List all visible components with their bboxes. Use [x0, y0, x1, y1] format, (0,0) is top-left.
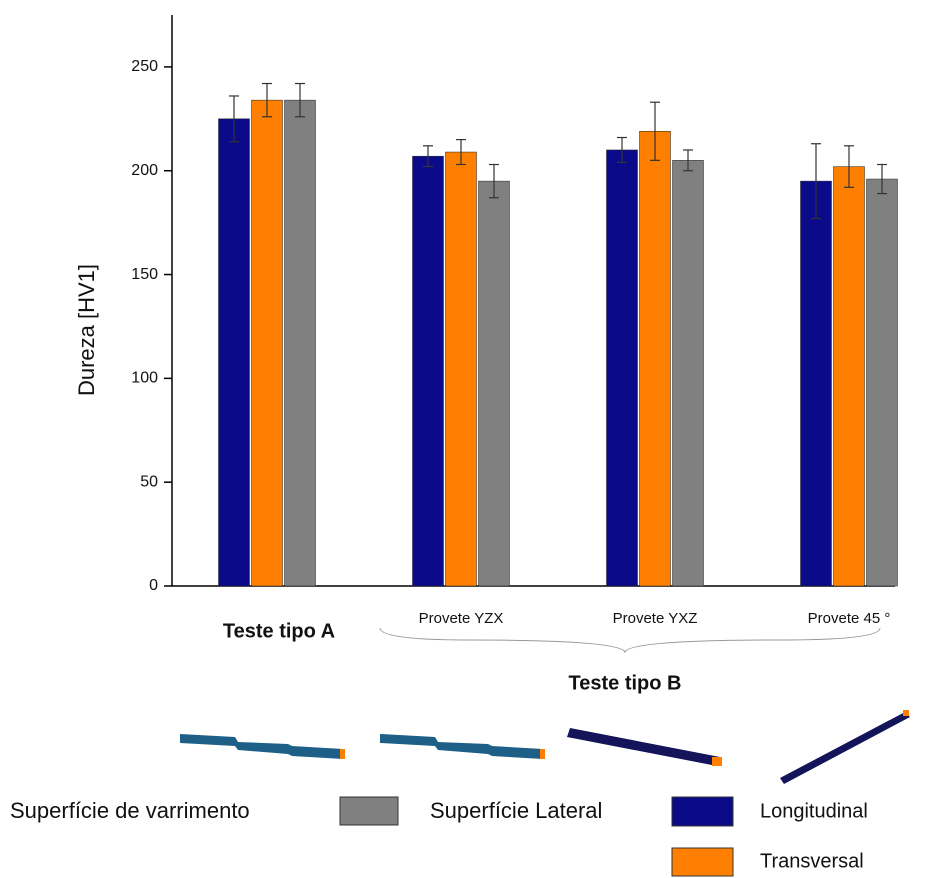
error-bar	[683, 149, 693, 172]
error-bar	[811, 143, 821, 220]
y-tick-label: 100	[131, 370, 158, 387]
group-label: Teste tipo B	[569, 672, 682, 694]
error-bar	[456, 138, 466, 166]
error-bar	[617, 136, 627, 164]
x-tick-label: Provete YZX	[419, 610, 504, 627]
y-tick-label: 200	[131, 162, 158, 179]
legend-label: Superfície de varrimento	[10, 798, 250, 823]
group-brace	[379, 627, 881, 654]
y-tick-label: 250	[131, 58, 158, 75]
legend-swatch	[671, 796, 734, 827]
legend-label: Transversal	[760, 850, 864, 872]
bar	[284, 99, 316, 587]
legend: Superfície de varrimento Superfície Late…	[10, 796, 868, 877]
specimen-images	[180, 710, 910, 784]
y-tick-label: 150	[131, 266, 158, 283]
error-bar	[650, 101, 660, 161]
bar	[445, 151, 477, 587]
error-bar	[489, 163, 499, 199]
y-axis-label: Dureza [HV1]	[74, 264, 99, 396]
bar	[866, 178, 898, 587]
bar	[478, 180, 510, 587]
error-bar	[295, 82, 305, 118]
bar	[412, 155, 444, 587]
x-tick-label: Provete 45 °	[808, 610, 891, 627]
error-bar	[423, 145, 433, 168]
x-tick-label: Provete YXZ	[613, 610, 698, 627]
error-bar	[844, 145, 854, 188]
bar	[606, 149, 638, 587]
bar	[251, 99, 283, 587]
bar	[218, 118, 250, 587]
bar	[833, 166, 865, 587]
y-tick-label: 0	[149, 577, 158, 594]
legend-swatch	[671, 847, 734, 877]
y-tick-label: 50	[140, 473, 158, 490]
bar	[639, 131, 671, 587]
legend-label: Longitudinal	[760, 800, 868, 822]
error-bar	[262, 82, 272, 118]
bar	[800, 180, 832, 587]
error-bar	[877, 163, 887, 195]
legend-heading: Superfície Lateral	[430, 798, 602, 823]
error-bar	[229, 95, 239, 143]
legend-swatch	[339, 796, 399, 826]
bar	[672, 160, 704, 587]
x-tick-label: Teste tipo A	[223, 620, 335, 642]
